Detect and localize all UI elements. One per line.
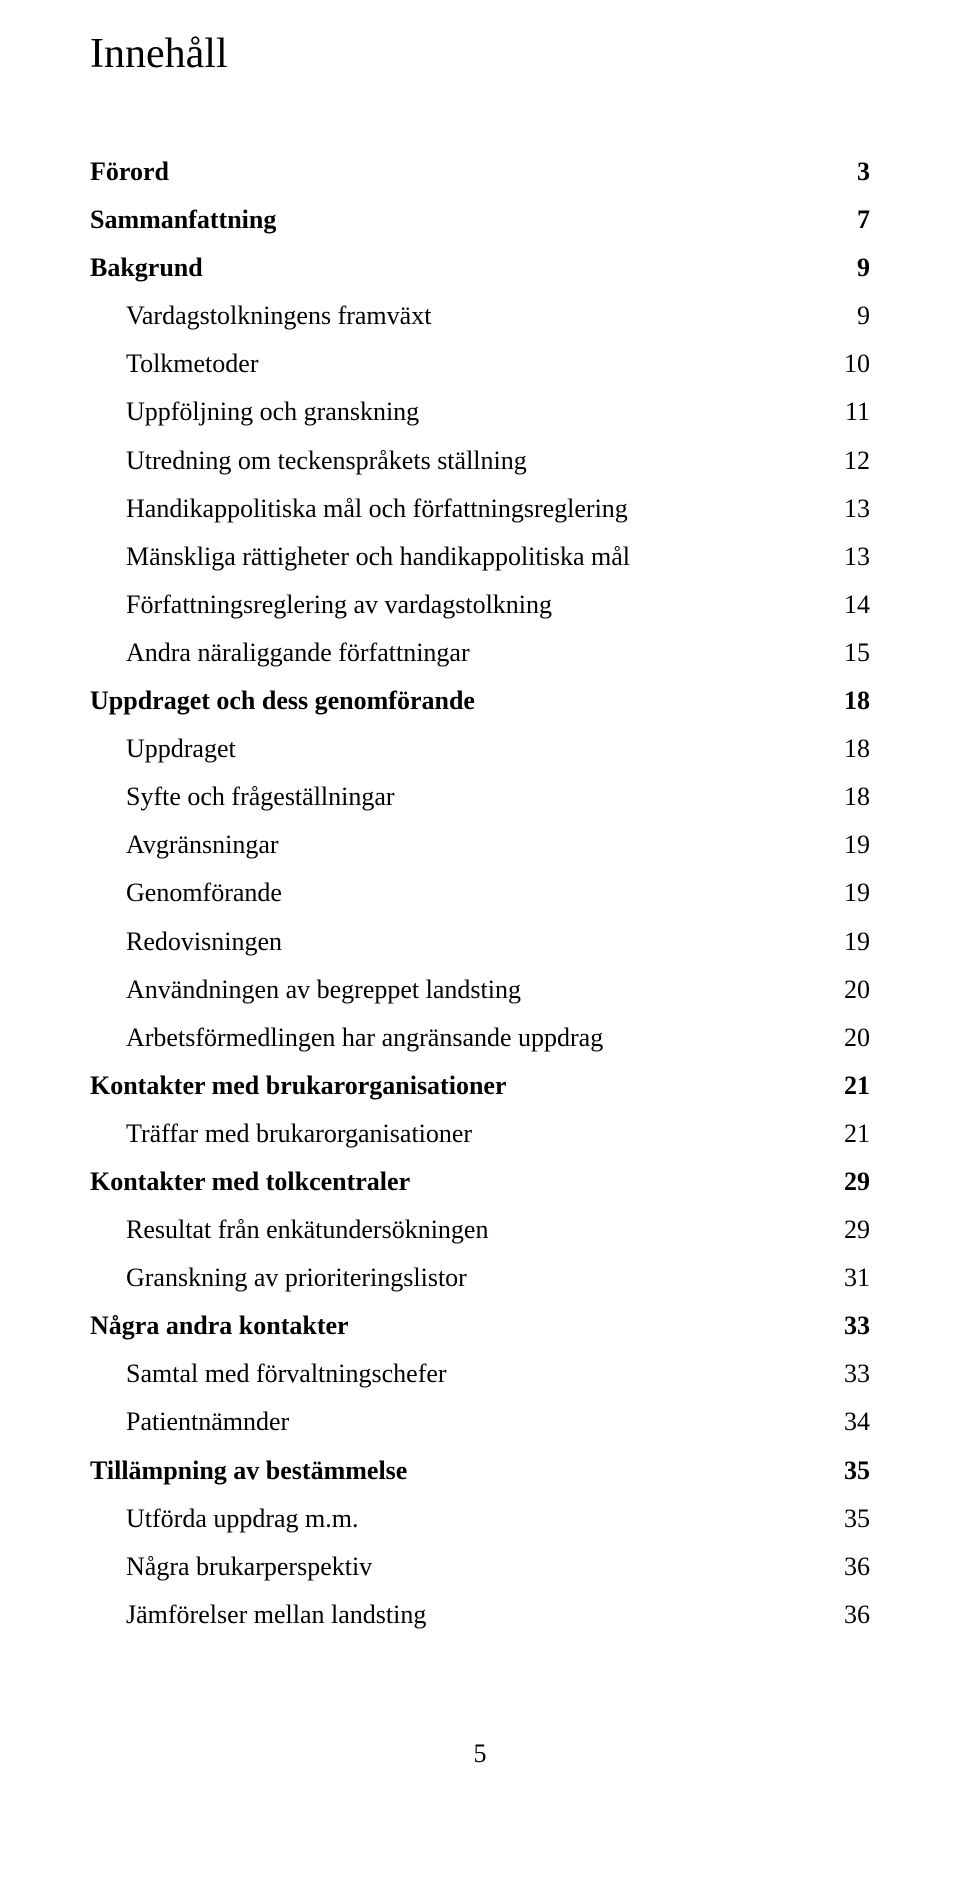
toc-entry: Författningsreglering av vardagstolkning… bbox=[90, 581, 870, 629]
toc-entry-page: 36 bbox=[830, 1543, 870, 1591]
toc-entry-page: 33 bbox=[830, 1350, 870, 1398]
toc-entry-page: 18 bbox=[830, 773, 870, 821]
toc-entry-label: Förord bbox=[90, 148, 830, 196]
toc-entry-page: 21 bbox=[830, 1110, 870, 1158]
toc-entry-label: Några andra kontakter bbox=[90, 1302, 830, 1350]
toc-entry: Avgränsningar19 bbox=[90, 821, 870, 869]
toc-entry: Uppdraget18 bbox=[90, 725, 870, 773]
toc-entry: Bakgrund9 bbox=[90, 244, 870, 292]
toc-entry: Uppdraget och dess genomförande18 bbox=[90, 677, 870, 725]
toc-entry: Andra näraliggande författningar15 bbox=[90, 629, 870, 677]
toc-entry: Genomförande19 bbox=[90, 869, 870, 917]
page-title: Innehåll bbox=[90, 30, 870, 78]
toc-entry-label: Resultat från enkätundersökningen bbox=[90, 1206, 830, 1254]
toc-entry-label: Utförda uppdrag m.m. bbox=[90, 1495, 830, 1543]
toc-entry-label: Mänskliga rättigheter och handikappoliti… bbox=[90, 533, 830, 581]
toc-entry-page: 10 bbox=[830, 340, 870, 388]
toc-entry: Mänskliga rättigheter och handikappoliti… bbox=[90, 533, 870, 581]
toc-entry-page: 9 bbox=[830, 244, 870, 292]
toc-entry-page: 35 bbox=[830, 1495, 870, 1543]
toc-entry-page: 7 bbox=[830, 196, 870, 244]
toc-entry-label: Jämförelser mellan landsting bbox=[90, 1591, 830, 1639]
toc-entry: Utredning om teckenspråkets ställning12 bbox=[90, 437, 870, 485]
toc-entry: Patientnämnder34 bbox=[90, 1398, 870, 1446]
toc-entry-label: Tolkmetoder bbox=[90, 340, 830, 388]
toc-entry-page: 13 bbox=[830, 533, 870, 581]
toc-entry-label: Uppföljning och granskning bbox=[90, 388, 830, 436]
toc-entry-label: Användningen av begreppet landsting bbox=[90, 966, 830, 1014]
toc-entry: Sammanfattning7 bbox=[90, 196, 870, 244]
toc-entry-page: 19 bbox=[830, 821, 870, 869]
toc-entry-label: Arbetsförmedlingen har angränsande uppdr… bbox=[90, 1014, 830, 1062]
toc-entry-label: Samtal med förvaltningschefer bbox=[90, 1350, 830, 1398]
toc-entry-page: 3 bbox=[830, 148, 870, 196]
toc-entry-page: 20 bbox=[830, 1014, 870, 1062]
toc-entry-page: 18 bbox=[830, 725, 870, 773]
toc-entry-label: Bakgrund bbox=[90, 244, 830, 292]
toc-list: Förord3Sammanfattning7Bakgrund9Vardagsto… bbox=[90, 148, 870, 1639]
toc-entry: Träffar med brukarorganisationer21 bbox=[90, 1110, 870, 1158]
toc-entry-page: 13 bbox=[830, 485, 870, 533]
toc-entry: Vardagstolkningens framväxt9 bbox=[90, 292, 870, 340]
toc-entry: Några andra kontakter33 bbox=[90, 1302, 870, 1350]
toc-entry-page: 11 bbox=[830, 388, 870, 436]
toc-entry-label: Kontakter med brukarorganisationer bbox=[90, 1062, 830, 1110]
toc-entry: Redovisningen19 bbox=[90, 918, 870, 966]
toc-entry-page: 36 bbox=[830, 1591, 870, 1639]
toc-entry: Granskning av prioriteringslistor31 bbox=[90, 1254, 870, 1302]
toc-entry-label: Träffar med brukarorganisationer bbox=[90, 1110, 830, 1158]
toc-entry: Tillämpning av bestämmelse35 bbox=[90, 1447, 870, 1495]
toc-entry-label: Tillämpning av bestämmelse bbox=[90, 1447, 830, 1495]
toc-entry-label: Genomförande bbox=[90, 869, 830, 917]
toc-entry-label: Redovisningen bbox=[90, 918, 830, 966]
toc-entry-label: Sammanfattning bbox=[90, 196, 830, 244]
toc-entry-label: Kontakter med tolkcentraler bbox=[90, 1158, 830, 1206]
toc-entry-page: 34 bbox=[830, 1398, 870, 1446]
toc-page: Innehåll Förord3Sammanfattning7Bakgrund9… bbox=[0, 0, 960, 1809]
toc-entry-label: Patientnämnder bbox=[90, 1398, 830, 1446]
toc-entry-label: Uppdraget bbox=[90, 725, 830, 773]
toc-entry-label: Avgränsningar bbox=[90, 821, 830, 869]
toc-entry-page: 19 bbox=[830, 869, 870, 917]
toc-entry: Handikappolitiska mål och författningsre… bbox=[90, 485, 870, 533]
toc-entry-page: 35 bbox=[830, 1447, 870, 1495]
page-number: 5 bbox=[90, 1739, 870, 1769]
toc-entry-page: 29 bbox=[830, 1206, 870, 1254]
toc-entry: Kontakter med brukarorganisationer21 bbox=[90, 1062, 870, 1110]
toc-entry: Tolkmetoder10 bbox=[90, 340, 870, 388]
toc-entry: Några brukarperspektiv36 bbox=[90, 1543, 870, 1591]
toc-entry-label: Uppdraget och dess genomförande bbox=[90, 677, 830, 725]
toc-entry-label: Utredning om teckenspråkets ställning bbox=[90, 437, 830, 485]
toc-entry: Arbetsförmedlingen har angränsande uppdr… bbox=[90, 1014, 870, 1062]
toc-entry: Användningen av begreppet landsting20 bbox=[90, 966, 870, 1014]
toc-entry: Samtal med förvaltningschefer33 bbox=[90, 1350, 870, 1398]
toc-entry-page: 33 bbox=[830, 1302, 870, 1350]
toc-entry-page: 9 bbox=[830, 292, 870, 340]
toc-entry-page: 29 bbox=[830, 1158, 870, 1206]
toc-entry-page: 15 bbox=[830, 629, 870, 677]
toc-entry-label: Syfte och frågeställningar bbox=[90, 773, 830, 821]
toc-entry-page: 18 bbox=[830, 677, 870, 725]
toc-entry: Syfte och frågeställningar18 bbox=[90, 773, 870, 821]
toc-entry-label: Författningsreglering av vardagstolkning bbox=[90, 581, 830, 629]
toc-entry: Resultat från enkätundersökningen29 bbox=[90, 1206, 870, 1254]
toc-entry-page: 20 bbox=[830, 966, 870, 1014]
toc-entry: Utförda uppdrag m.m.35 bbox=[90, 1495, 870, 1543]
toc-entry-label: Andra näraliggande författningar bbox=[90, 629, 830, 677]
toc-entry-label: Vardagstolkningens framväxt bbox=[90, 292, 830, 340]
toc-entry-page: 31 bbox=[830, 1254, 870, 1302]
toc-entry: Kontakter med tolkcentraler29 bbox=[90, 1158, 870, 1206]
toc-entry-page: 12 bbox=[830, 437, 870, 485]
toc-entry-page: 19 bbox=[830, 918, 870, 966]
toc-entry-label: Granskning av prioriteringslistor bbox=[90, 1254, 830, 1302]
toc-entry-page: 21 bbox=[830, 1062, 870, 1110]
toc-entry: Uppföljning och granskning11 bbox=[90, 388, 870, 436]
toc-entry-label: Några brukarperspektiv bbox=[90, 1543, 830, 1591]
toc-entry: Förord3 bbox=[90, 148, 870, 196]
toc-entry-page: 14 bbox=[830, 581, 870, 629]
toc-entry-label: Handikappolitiska mål och författningsre… bbox=[90, 485, 830, 533]
toc-entry: Jämförelser mellan landsting36 bbox=[90, 1591, 870, 1639]
